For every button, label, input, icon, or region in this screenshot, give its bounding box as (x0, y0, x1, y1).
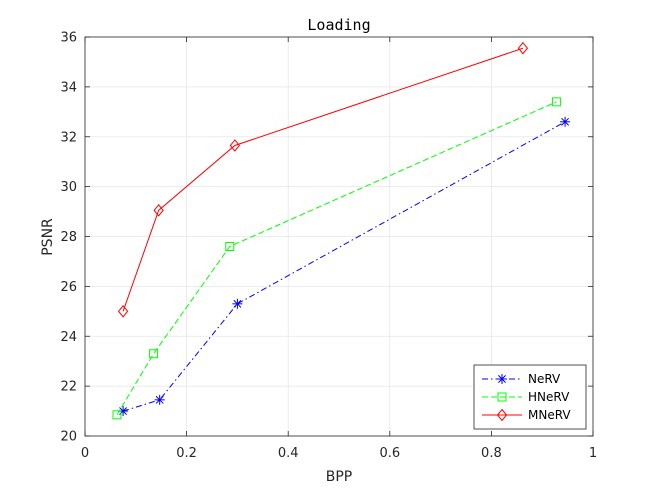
x-tick-label: 0.8 (481, 446, 502, 461)
y-tick-label: 20 (60, 430, 77, 445)
x-axis-label: BPP (326, 469, 353, 485)
legend-marker-nerv (497, 374, 507, 384)
series-line-nerv (122, 121, 566, 412)
data-point-hnerv (112, 410, 122, 420)
x-tick-label: 1 (589, 446, 597, 461)
y-tick-label: 28 (60, 230, 77, 245)
y-tick-label: 22 (60, 380, 77, 395)
data-point-mnerv (229, 139, 241, 152)
legend-label-nerv: NeRV (528, 372, 561, 386)
data-point-nerv (560, 116, 571, 127)
ticks: 0 0.2 0.4 0.6 0.8 1 20 22 24 26 28 30 32 34 36 (60, 31, 597, 462)
legend-marker-hnerv (497, 392, 507, 402)
series-hnerv (112, 97, 561, 420)
y-tick-label: 26 (60, 280, 77, 295)
series-layer (112, 41, 571, 420)
data-point-mnerv (517, 41, 529, 55)
x-tick-label: 0 (81, 446, 89, 461)
legend-label-mnerv: MNeRV (528, 408, 571, 422)
y-tick-label: 24 (60, 330, 77, 345)
legend-entry-hnerv: HNeRV (482, 390, 570, 404)
data-point-hnerv (551, 97, 561, 107)
series-line-hnerv (116, 101, 557, 416)
legend: NeRV HNeRV MNeRV (473, 364, 587, 430)
series-mnerv (117, 41, 529, 318)
legend-entry-nerv: NeRV (482, 372, 561, 386)
data-point-mnerv (153, 204, 164, 217)
x-tick-label: 0.4 (278, 446, 299, 461)
y-tick-label: 32 (60, 130, 77, 145)
series-line-mnerv (122, 47, 524, 312)
x-tick-label: 0.6 (379, 446, 400, 461)
chart-title: Loading (307, 16, 370, 34)
y-tick-label: 36 (60, 31, 77, 46)
legend-marker-mnerv (496, 408, 508, 422)
legend-entry-mnerv: MNeRV (482, 408, 571, 422)
data-point-hnerv (225, 241, 235, 251)
y-tick-label: 30 (60, 180, 77, 195)
data-point-nerv (232, 298, 243, 309)
y-axis-label: PSNR (40, 218, 56, 256)
data-point-hnerv (149, 349, 159, 359)
data-point-nerv (154, 394, 165, 405)
y-tick-label: 34 (60, 80, 77, 95)
x-tick-label: 0.2 (176, 446, 197, 461)
legend-label-hnerv: HNeRV (528, 390, 570, 404)
data-point-mnerv (117, 305, 129, 318)
